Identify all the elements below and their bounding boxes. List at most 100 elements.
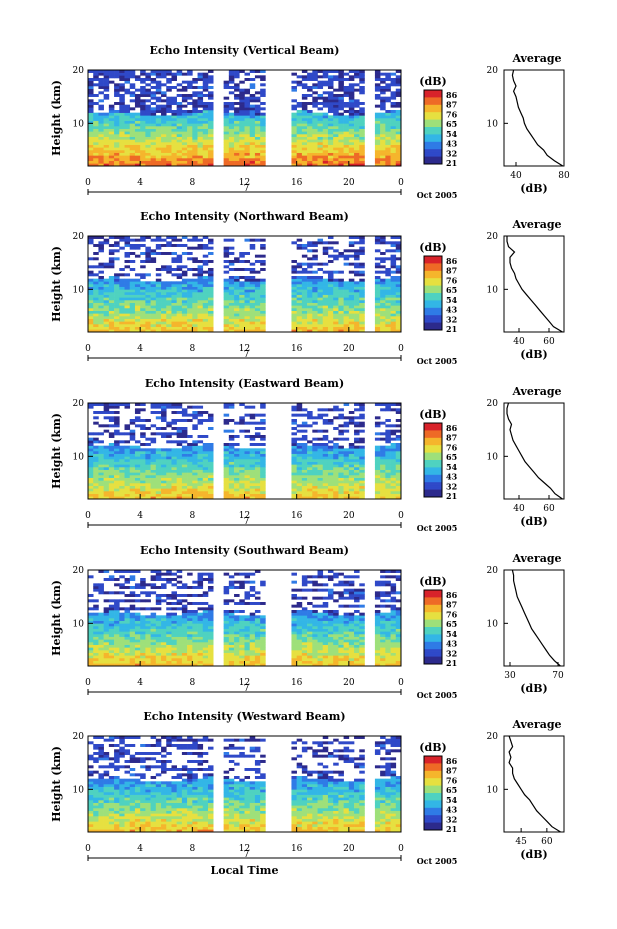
heatmap-cell [166, 612, 172, 616]
heatmap-cell [374, 403, 381, 406]
heatmap-cell [187, 139, 193, 143]
heatmap-cell [249, 107, 256, 111]
colorbar-segment [424, 478, 442, 481]
heatmap-cell [108, 104, 115, 108]
heatmap-cell [197, 321, 204, 325]
heatmap-cell [228, 134, 235, 137]
heatmap-cell [296, 318, 303, 322]
heatmap-cell [161, 308, 167, 311]
heatmap-cell [244, 238, 251, 242]
heatmap-cell [155, 86, 162, 89]
heatmap-cell [374, 464, 381, 468]
heatmap-cell [166, 155, 172, 159]
heatmap-cell [291, 152, 297, 156]
heatmap-cell [171, 147, 177, 151]
heatmap-cell [155, 477, 162, 481]
heatmap-cell [171, 620, 177, 624]
heatmap-cell [114, 281, 120, 285]
heatmap-cell [187, 300, 193, 303]
heatmap-cell [145, 459, 151, 462]
heatmap-cell [348, 107, 355, 111]
heatmap-cell [166, 650, 172, 653]
heatmap-cell [307, 321, 313, 325]
heatmap-cell [333, 286, 339, 290]
heatmap-cell [103, 262, 110, 266]
heatmap-cell [244, 260, 251, 263]
heatmap-cell [176, 302, 183, 306]
heatmap-cell [234, 456, 240, 460]
heatmap-cell [197, 413, 204, 417]
heatmap-cell [307, 147, 313, 151]
heatmap-cell [150, 660, 157, 664]
heatmap-cell [129, 316, 136, 319]
heatmap-cell [322, 318, 329, 322]
heatmap-cell [354, 158, 360, 161]
heatmap-cell [380, 126, 386, 129]
heatmap-cell [140, 631, 146, 635]
heatmap-cell [150, 128, 157, 132]
heatmap-cell [380, 91, 386, 95]
heatmap-cell [108, 419, 115, 422]
heatmap-cell [119, 620, 125, 624]
heatmap-cell [145, 112, 151, 116]
heatmap-cell [98, 281, 104, 285]
heatmap-cell [171, 477, 177, 481]
heatmap-cell [202, 83, 209, 87]
heatmap-cell [385, 115, 391, 119]
heatmap-cell [395, 496, 402, 500]
heatmap-cell [260, 123, 266, 127]
heatmap-cell [166, 467, 172, 470]
heatmap-cell [244, 252, 251, 255]
heatmap-cell [239, 155, 245, 159]
heatmap-cell [254, 305, 261, 309]
heatmap-cell [239, 459, 245, 462]
heatmap-cell [343, 403, 350, 406]
heatmap-cell [249, 136, 256, 140]
colorbar-tick-label: 32 [446, 314, 457, 324]
heatmap-cell [150, 324, 157, 327]
heatmap-cell [228, 467, 235, 470]
colorbar-segment [424, 95, 442, 98]
heatmap-cell [103, 278, 110, 282]
heatmap-cell [124, 80, 131, 84]
heatmap-cell [88, 628, 94, 632]
heatmap-cell [374, 262, 381, 266]
heatmap-cell [312, 469, 318, 473]
heatmap-cell [93, 445, 99, 449]
heatmap-cell [161, 405, 167, 409]
heatmap-cell [390, 83, 397, 87]
heatmap-cell [395, 70, 402, 73]
heatmap-cell [354, 136, 360, 140]
heatmap-cell [134, 469, 141, 473]
heatmap-cell [348, 152, 355, 156]
heatmap-cell [333, 134, 339, 137]
heatmap-cell [171, 596, 177, 600]
heatmap-cell [134, 461, 141, 465]
heatmap-cell [317, 238, 324, 242]
heatmap-cell [140, 131, 146, 135]
heatmap-cell [171, 139, 177, 143]
heatmap-cell [249, 448, 256, 452]
heatmap-cell [301, 318, 308, 322]
heatmap-cell [93, 139, 99, 143]
heatmap-cell [348, 102, 355, 105]
heatmap-cell [359, 483, 365, 486]
heatmap-cell [322, 421, 329, 425]
heatmap-cell [176, 289, 183, 293]
heatmap-cell [359, 456, 365, 460]
heatmap-cell [312, 313, 318, 317]
heatmap-cell [244, 88, 251, 92]
heatmap-cell [390, 152, 397, 156]
heatmap-cell [108, 634, 115, 637]
heatmap-cell [244, 147, 251, 151]
heatmap-cell [166, 485, 172, 489]
heatmap-cell [239, 491, 245, 494]
heatmap-cell [354, 102, 360, 105]
heatmap-cell [317, 281, 324, 285]
heatmap-cell [390, 472, 397, 476]
heatmap-cell [307, 488, 313, 492]
heatmap-cell [338, 254, 344, 258]
colorbar-segment [424, 263, 442, 266]
colorbar-segment [424, 134, 442, 137]
heatmap-cell [134, 94, 141, 97]
